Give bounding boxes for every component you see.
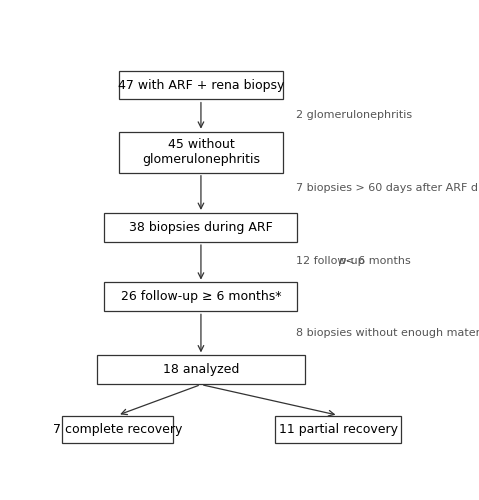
Text: 2 glomerulonephritis: 2 glomerulonephritis [296,110,412,120]
Text: 12 follow-up: 12 follow-up [296,256,364,266]
FancyBboxPatch shape [104,213,297,242]
Text: 45 without
glomerulonephritis: 45 without glomerulonephritis [142,138,260,166]
Text: < 6 months: < 6 months [342,256,411,266]
FancyBboxPatch shape [119,132,283,172]
Text: 7 complete recovery: 7 complete recovery [53,423,182,436]
Text: 8 biopsies without enough material: 8 biopsies without enough material [296,328,479,338]
Text: 38 biopsies during ARF: 38 biopsies during ARF [129,221,273,234]
FancyBboxPatch shape [275,416,401,444]
Text: 18 analyzed: 18 analyzed [163,364,239,376]
Text: 11 partial recovery: 11 partial recovery [279,423,398,436]
Text: 47 with ARF + rena biopsy: 47 with ARF + rena biopsy [118,78,284,92]
FancyBboxPatch shape [119,70,283,100]
Text: p: p [338,256,345,266]
Text: 26 follow-up ≥ 6 months*: 26 follow-up ≥ 6 months* [121,290,281,304]
Text: 7 biopsies > 60 days after ARF diagnosis: 7 biopsies > 60 days after ARF diagnosis [296,183,479,193]
FancyBboxPatch shape [104,282,297,311]
FancyBboxPatch shape [62,416,173,444]
FancyBboxPatch shape [97,356,305,384]
